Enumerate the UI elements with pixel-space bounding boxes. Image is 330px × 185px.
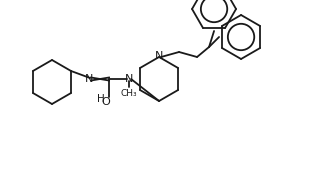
Text: N: N <box>85 74 93 84</box>
Text: CH₃: CH₃ <box>121 89 137 98</box>
Text: O: O <box>102 97 111 107</box>
Text: N: N <box>155 51 163 61</box>
Text: H: H <box>97 94 105 104</box>
Text: N: N <box>125 74 133 84</box>
